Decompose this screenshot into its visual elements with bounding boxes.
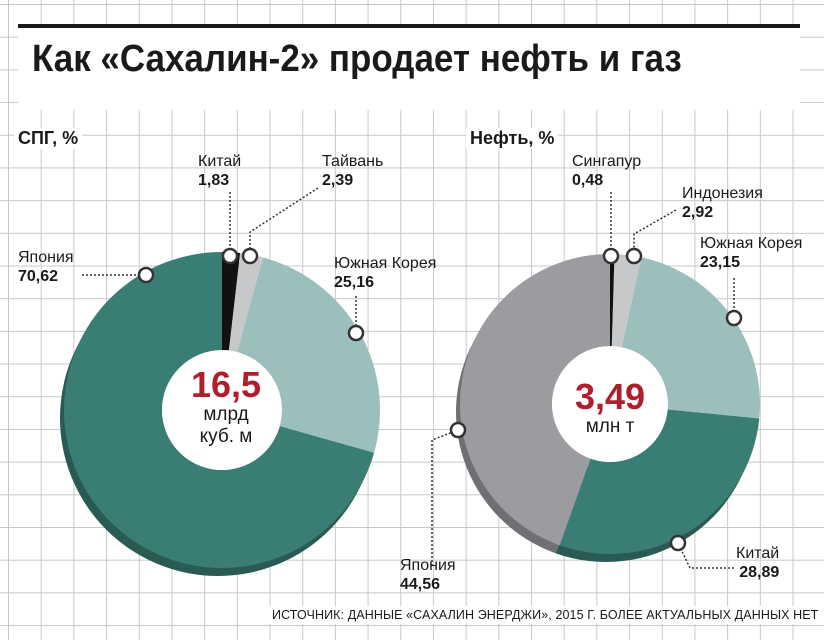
- page-title: Как «Сахалин-2» продает нефть и газ: [32, 38, 682, 80]
- oil-leader-china-dot: [669, 534, 687, 552]
- lng-slice-1: [228, 253, 264, 353]
- slice-value: 28,89: [739, 564, 780, 581]
- oil-label-china: Китай 28,89: [736, 544, 779, 582]
- slice-value: 44,56: [400, 576, 441, 593]
- oil-chart-title: Нефть, %: [466, 128, 559, 149]
- lng-slice-0: [222, 252, 241, 351]
- oil-slice-4: [460, 254, 610, 546]
- slice-name: Япония: [400, 557, 456, 574]
- leader-lines: [82, 187, 743, 569]
- lng-center-total: 16,5 млрд куб. м: [166, 366, 286, 448]
- lng-label-japan: Япония 70,62: [18, 248, 74, 286]
- slice-name: Индонезия: [682, 185, 763, 202]
- oil-label-indonesia: Индонезия 2,92: [682, 184, 763, 222]
- lng-leader-japan-dot: [137, 266, 155, 284]
- lng-leader-china-dot: [221, 247, 239, 265]
- lng-leader-south-korea-dot: [347, 324, 365, 342]
- slice-value: 1,83: [198, 172, 230, 189]
- title-box: Как «Сахалин-2» продает нефть и газ: [18, 24, 800, 110]
- slice-name: Китай: [736, 545, 780, 562]
- lng-leader-taiwan-dot: [241, 247, 259, 265]
- slice-name: Тайвань: [322, 153, 384, 170]
- slice-value: 23,15: [700, 254, 741, 271]
- source-note: ИСТОЧНИК: ДАННЫЕ «САХАЛИН ЭНЕРДЖИ», 2015…: [268, 606, 823, 624]
- lng-donut: [59, 252, 381, 577]
- oil-leader-japan: [431, 429, 459, 566]
- oil-slice-3: [559, 409, 760, 554]
- total-value: 3,49: [574, 376, 646, 417]
- slice-value: 2,92: [682, 204, 714, 221]
- slice-name: Южная Корея: [700, 235, 803, 252]
- oil-leader-singapore-dot: [602, 247, 620, 265]
- oil-leader-south-korea-dot: [725, 309, 743, 327]
- slice-name: Япония: [18, 249, 74, 266]
- oil-slice-0: [610, 254, 615, 347]
- lng-slice-3: [64, 252, 375, 569]
- lng-slice-2: [237, 257, 381, 453]
- oil-donut: [456, 254, 760, 562]
- oil-leader-indonesia: [633, 209, 677, 256]
- lng-label-china: Китай 1,83: [198, 152, 241, 190]
- oil-leader-china: [677, 542, 734, 569]
- lng-chart-title: СПГ, %: [14, 128, 83, 149]
- oil-donut-hole: [552, 346, 668, 462]
- slice-name: Китай: [198, 153, 242, 170]
- oil-label-south-korea: Южная Корея 23,15: [700, 234, 802, 272]
- lng-label-taiwan: Тайвань 2,39: [322, 152, 383, 190]
- lng-leader-taiwan: [249, 187, 319, 256]
- oil-label-japan: Япония 44,56: [400, 556, 456, 594]
- slice-value: 70,62: [18, 268, 59, 285]
- total-unit-line-2: куб. м: [199, 426, 253, 447]
- oil-leader-japan-dot: [449, 421, 467, 439]
- lng-donut-hole: [162, 350, 282, 470]
- oil-label-singapore: Сингапур 0,48: [572, 152, 641, 190]
- total-unit-line-1: млн т: [585, 416, 635, 437]
- lng-label-south-korea: Южная Корея 25,16: [334, 254, 436, 292]
- total-value: 16,5: [190, 364, 262, 405]
- slice-name: Сингапур: [572, 153, 642, 170]
- slice-value: 0,48: [572, 172, 604, 189]
- slice-value: 25,16: [334, 274, 375, 291]
- slice-name: Южная Корея: [334, 255, 437, 272]
- oil-slice-1: [611, 254, 642, 348]
- oil-center-total: 3,49 млн т: [550, 378, 670, 438]
- oil-slice-2: [622, 257, 760, 419]
- oil-leader-indonesia-dot: [625, 247, 643, 265]
- total-unit-line-1: млрд: [203, 404, 249, 425]
- slice-value: 2,39: [322, 172, 354, 189]
